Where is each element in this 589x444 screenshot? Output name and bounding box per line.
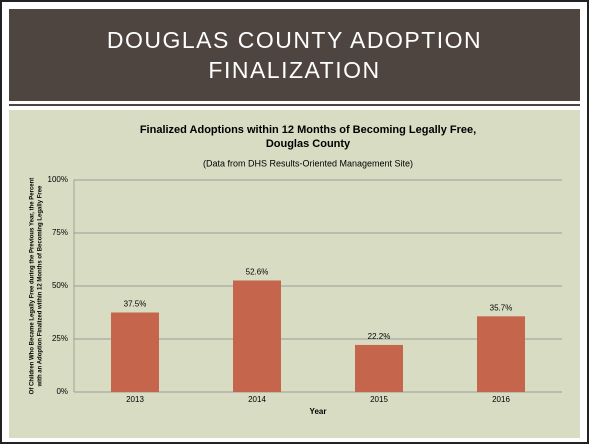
y-tick-label: 25% (52, 334, 68, 343)
y-tick-label: 100% (48, 175, 68, 184)
y-tick-label: 75% (52, 228, 68, 237)
data-label: 22.2% (368, 332, 391, 341)
chart: Finalized Adoptions within 12 Months of … (9, 110, 580, 438)
chart-subtitle: (Data from DHS Results-Oriented Manageme… (203, 158, 413, 168)
x-tick-label: 2014 (248, 395, 266, 404)
data-label: 37.5% (124, 300, 147, 309)
x-axis-label: Year (310, 407, 327, 416)
x-tick-label: 2015 (370, 395, 388, 404)
data-label: 52.6% (246, 268, 269, 277)
bar (233, 280, 281, 392)
y-axis-label: with an Adoption Finalized within 12 Mon… (38, 185, 44, 387)
bar (111, 312, 159, 392)
x-tick-label: 2013 (126, 395, 144, 404)
chart-title: Douglas County (266, 138, 351, 150)
slide-title: DOUGLAS COUNTY ADOPTION FINALIZATION (9, 9, 580, 101)
separator (9, 104, 580, 106)
y-axis-label: Of Children Who Became Legally Free duri… (30, 178, 36, 395)
y-tick-label: 50% (52, 281, 68, 290)
x-tick-label: 2016 (492, 395, 510, 404)
data-label: 35.7% (490, 303, 513, 312)
chart-title: Finalized Adoptions within 12 Months of … (140, 124, 476, 136)
y-tick-label: 0% (56, 387, 68, 396)
bar (355, 344, 403, 392)
bar (477, 316, 525, 392)
